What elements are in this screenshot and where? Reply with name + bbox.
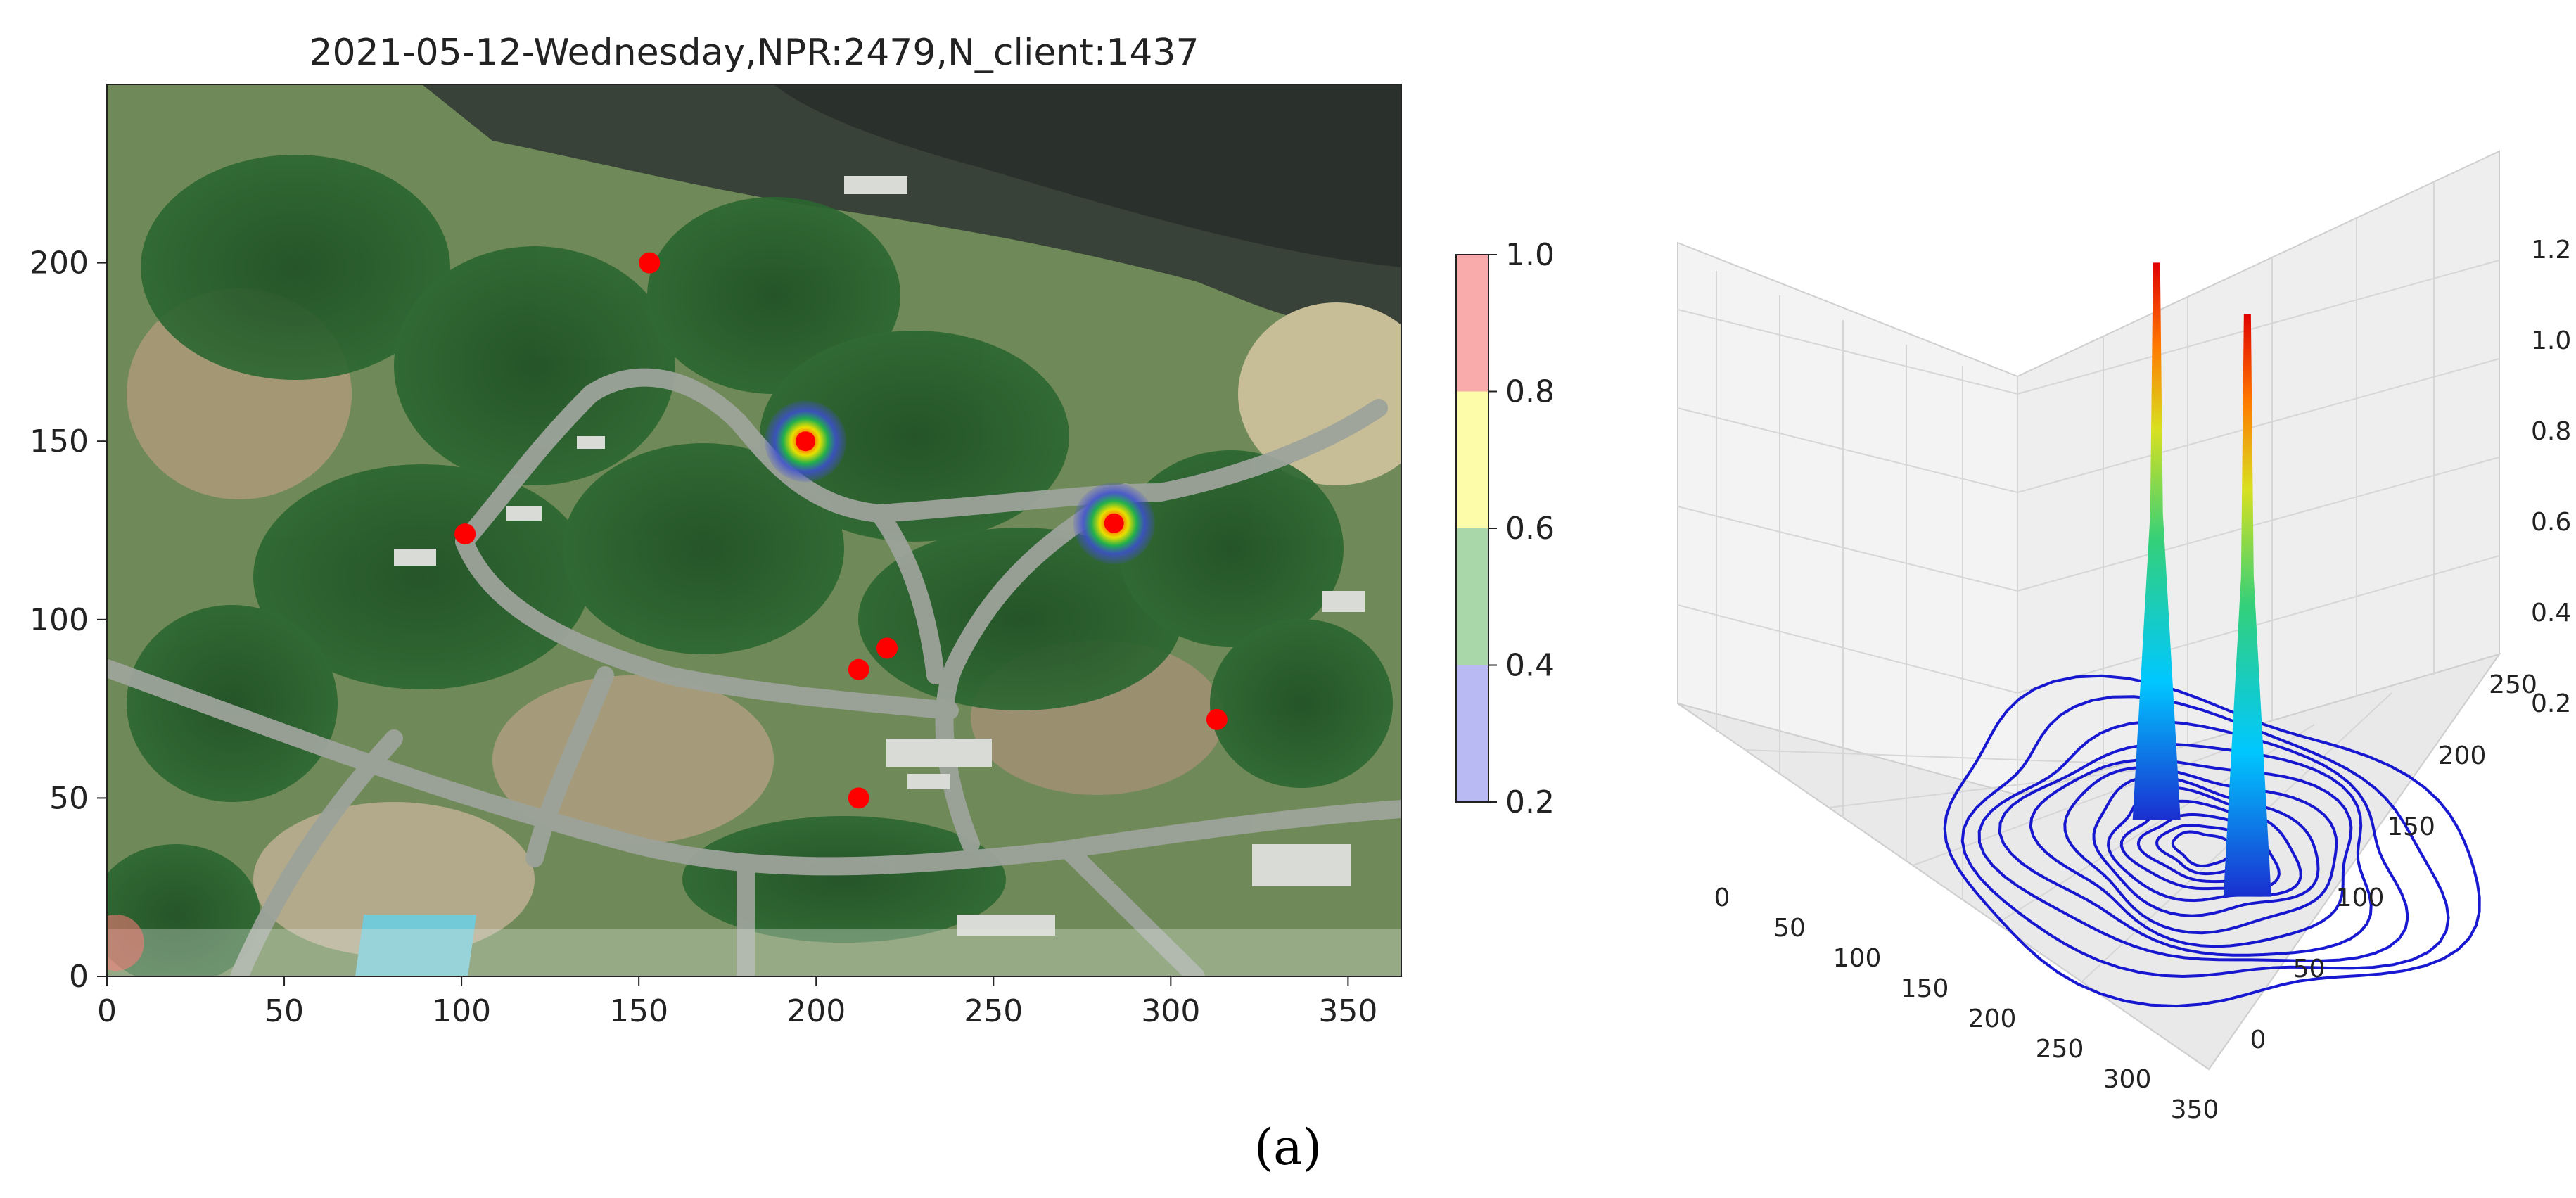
colorbar-band-0: [1456, 665, 1488, 802]
z3d-tick-label: 0.6: [2531, 508, 2571, 537]
colorbar-tick-label: 0.8: [1505, 374, 1555, 410]
x3d-tick-label: 100: [1833, 944, 1882, 973]
x3d-tick-label: 50: [1773, 914, 1806, 943]
aerial-photo: [107, 84, 1401, 976]
x-tick-label: 250: [964, 993, 1023, 1029]
point-4: [1206, 708, 1228, 730]
z3d-tick-label: 0.4: [2531, 599, 2571, 627]
x-tick-label: 300: [1141, 993, 1200, 1029]
point-5: [848, 787, 869, 809]
x-tick-label: 200: [786, 993, 846, 1029]
point-0: [639, 252, 661, 274]
x-tick-label: 0: [97, 993, 117, 1029]
x3d-tick-label: 350: [2171, 1095, 2219, 1124]
colorbar-tick-label: 0.2: [1505, 784, 1555, 820]
y3d-tick-label: 100: [2336, 884, 2385, 912]
colorbar-tick-label: 0.4: [1505, 648, 1555, 684]
z3d-tick-label: 1.2: [2531, 236, 2571, 265]
contour-ring-6: [2092, 775, 2320, 917]
x-tick-label: 50: [264, 993, 304, 1029]
figure-caption: (a): [1254, 1119, 1322, 1176]
y-tick-label: 0: [69, 959, 89, 995]
contour-ring-3: [1998, 742, 2373, 957]
colorbar-tick-label: 0.6: [1505, 511, 1555, 547]
contour-ring-1: [1960, 695, 2450, 979]
contour-ring-5: [2063, 765, 2338, 935]
x3d-tick-label: 200: [1968, 1005, 2017, 1033]
point-1: [454, 523, 476, 545]
y-tick-label: 50: [49, 780, 89, 816]
y-tick-label: 150: [30, 423, 89, 459]
z3d-tick-label: 0.8: [2531, 417, 2571, 446]
z3d-tick-label: 1.0: [2531, 326, 2571, 355]
point-2: [876, 637, 898, 659]
y3d-tick-label: 250: [2489, 670, 2537, 699]
left-axes: 0 50 100 150 200 250 300 350 0 50 100 150 200: [30, 246, 1377, 1029]
y-tick-label: 100: [30, 602, 89, 638]
colorbar-band-2: [1456, 391, 1488, 528]
colorbar: 0.2 0.4 0.6 0.8 1.0: [1455, 237, 1555, 820]
contour-ring-4: [2029, 758, 2353, 948]
hotspot-center-0: [796, 431, 816, 452]
y-tick-label: 200: [30, 246, 89, 281]
hotspot-center-1: [1104, 513, 1124, 533]
x3d-tick-label: 0: [1714, 884, 1730, 912]
y3d-tick-label: 0: [2250, 1026, 2266, 1054]
left-plot-frame: [106, 84, 1402, 977]
scatter-points: [454, 252, 1228, 809]
z3d-tick-label: 0.2: [2531, 689, 2571, 718]
colorbar-band-3: [1456, 255, 1488, 392]
peak-1: [2223, 314, 2271, 897]
y3d-tick-label: 200: [2438, 741, 2487, 770]
point-3: [848, 658, 869, 680]
contour-ring-0: [1943, 674, 2481, 1008]
x-tick-label: 100: [432, 993, 491, 1029]
x3d-tick-label: 250: [2036, 1035, 2084, 1064]
peak-0: [2132, 262, 2181, 820]
left-chart-title: 2021-05-12-Wednesday,NPR:2479,N_client:1…: [309, 32, 1199, 74]
surface-peaks: [2132, 262, 2271, 897]
colorbar-band-1: [1456, 528, 1488, 665]
x3d-tick-label: 150: [1901, 974, 1949, 1003]
colorbar-tick-label: 1.0: [1505, 237, 1555, 273]
y3d-tick-label: 50: [2293, 955, 2326, 983]
contour-ring-7: [2106, 786, 2302, 903]
right-axes: 0501001502002503003500501001502002500.20…: [1714, 236, 2572, 1124]
x3d-tick-label: 300: [2103, 1065, 2152, 1094]
x-tick-label: 350: [1318, 993, 1377, 1029]
contour-ring-2: [1977, 720, 2409, 962]
3d-axes-box: [1677, 150, 2501, 1071]
x-tick-label: 150: [609, 993, 668, 1029]
y3d-tick-label: 150: [2387, 813, 2435, 841]
contour-lines: [1943, 674, 2481, 1008]
